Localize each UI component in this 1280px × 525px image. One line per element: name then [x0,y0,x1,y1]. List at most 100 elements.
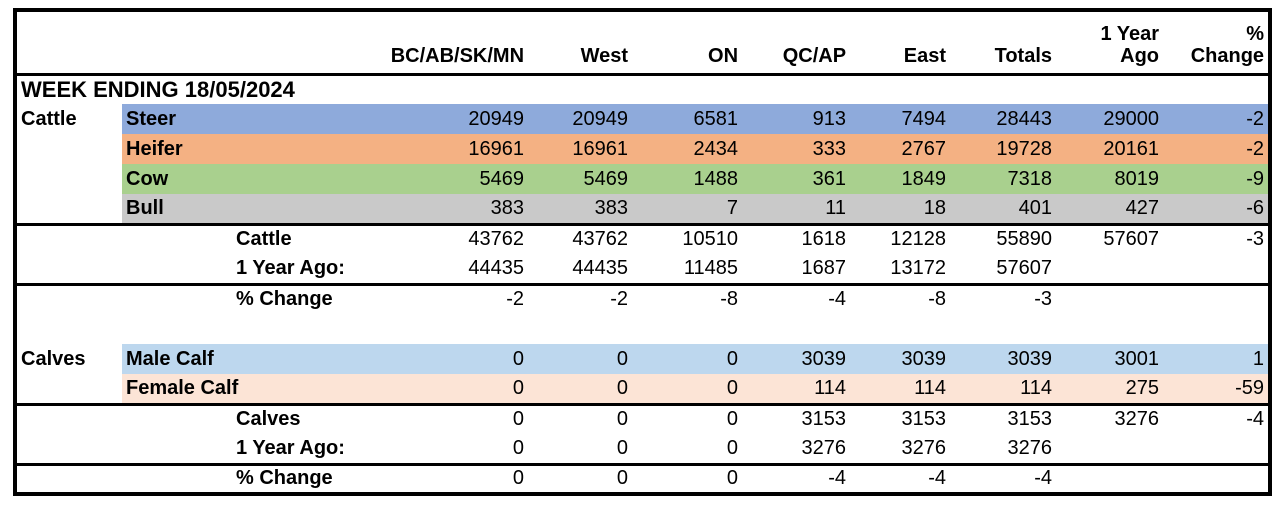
value-cell: -9 [1246,167,1265,190]
value-cell: 361 [812,167,847,190]
value-cell: 13172 [890,256,947,279]
value-cell: 20949 [468,107,525,130]
value-cell: 114 [914,376,947,399]
row-bull: Bull 383 383 7 11 18 401 427 -6 [15,194,1271,224]
group-label-calves: Calves [15,344,122,374]
week-ending-label: WEEK ENDING 18/05/2024 [21,76,295,102]
value-cell: 44435 [572,256,629,279]
value-cell: 0 [726,467,739,490]
value-cell: -8 [720,288,739,311]
value-cell: 11 [825,196,847,219]
value-cell: 20161 [1103,137,1160,160]
value-cell: 43762 [468,228,525,251]
value-cell: -4 [1034,467,1053,490]
group-spacer [15,254,122,284]
value-cell: 3001 [1114,347,1160,370]
col-header-east: East [903,45,947,68]
value-cell: 1849 [901,167,947,190]
value-cell: 1488 [693,167,739,190]
group-spacer [15,464,122,494]
category-label: Steer [126,107,177,130]
week-ending-row: WEEK ENDING 18/05/2024 [15,74,1270,104]
value-cell: -59 [1235,376,1265,399]
value-cell: 28443 [996,107,1053,130]
value-cell: 12128 [890,228,947,251]
row-steer: Cattle Steer 20949 20949 6581 913 7494 2… [15,104,1271,134]
value-cell: 0 [726,436,739,459]
col-header-1-year-ago: 1 Year Ago [1100,22,1160,68]
blank-cell [15,314,1271,344]
value-cell: 275 [1125,376,1160,399]
row-calves-total: Calves 0 0 0 3153 3153 3153 3276 -4 [15,404,1270,434]
group-spacer [15,134,122,164]
row-cow: Cow 5469 5469 1488 361 1849 7318 8019 -9 [15,164,1271,194]
value-cell: 3153 [801,408,847,431]
col-header-on: ON [708,45,739,68]
value-cell [1167,284,1270,314]
value-cell: 0 [512,408,525,431]
spacer [122,404,232,434]
category-label: Cow [126,167,169,190]
row-cattle-pct-change: % Change -2 -2 -8 -4 -8 -3 [15,284,1270,314]
value-cell: 3276 [801,436,847,459]
group-spacer [15,404,122,434]
value-cell: 0 [512,436,525,459]
value-cell: -4 [828,288,847,311]
value-cell: 11485 [683,256,739,279]
value-cell: 3276 [901,436,947,459]
category-label: Bull [126,196,164,219]
value-cell: 29000 [1103,107,1160,130]
value-cell: 0 [512,467,525,490]
value-cell: 43762 [572,228,629,251]
spacer [122,464,232,494]
summary-label: % Change [236,288,333,311]
value-cell: 3153 [1007,408,1053,431]
value-cell: 2434 [693,137,739,160]
value-cell: 114 [1020,376,1053,399]
value-cell: 18 [923,196,947,219]
value-cell: 0 [512,376,525,399]
value-cell: 7494 [901,107,947,130]
col-header-totals: Totals [994,45,1053,68]
value-cell [1167,464,1270,494]
col-header-west: West [580,45,629,68]
value-cell: 19728 [996,137,1053,160]
value-cell: 20949 [572,107,629,130]
value-cell: 44435 [468,256,525,279]
value-cell: -6 [1246,196,1265,219]
summary-label: 1 Year Ago: [236,256,345,279]
category-label: Female Calf [126,376,239,399]
value-cell: 383 [490,196,525,219]
value-cell: 114 [814,376,847,399]
value-cell: 6581 [693,107,739,130]
value-cell: 10510 [682,228,739,251]
col-header-qc-ap: QC/AP [782,45,847,68]
value-cell: -4 [1246,408,1265,431]
row-calves-pct-change: % Change 0 0 0 -4 -4 -4 [15,464,1270,494]
value-cell [1167,254,1270,284]
value-cell: -3 [1034,288,1053,311]
value-cell: 5469 [583,167,629,190]
value-cell: 913 [812,107,847,130]
value-cell: 427 [1125,196,1160,219]
value-cell: 57607 [996,256,1053,279]
col-header-bc-ab-sk-mn: BC/AB/SK/MN [390,45,525,68]
value-cell: 0 [616,467,629,490]
group-spacer [15,374,122,404]
group-spacer [15,194,122,224]
col-header-pct-change: % Change [1190,22,1265,68]
value-cell: 0 [726,347,739,370]
column-header-row: BC/AB/SK/MN West ON QC/AP East Totals 1 … [15,10,1271,74]
value-cell: 333 [812,137,847,160]
value-cell: 57607 [1103,228,1160,251]
value-cell: -4 [928,467,947,490]
value-cell: -2 [1246,137,1265,160]
value-cell: 401 [1018,196,1053,219]
value-cell: 2767 [901,137,947,160]
value-cell [1167,434,1270,464]
spacer [122,284,232,314]
livestock-report-table: BC/AB/SK/MN West ON QC/AP East Totals 1 … [13,8,1273,496]
row-female-calf: Female Calf 0 0 0 114 114 114 275 -59 [15,374,1271,404]
value-cell [1060,254,1167,284]
value-cell [1060,284,1167,314]
